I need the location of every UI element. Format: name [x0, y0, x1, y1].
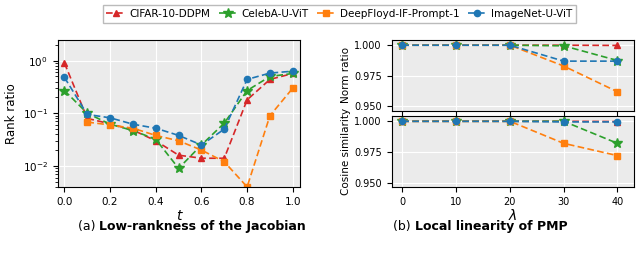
CelebA-U-ViT	[289, 72, 296, 75]
Line: CelebA-U-ViT: CelebA-U-ViT	[60, 69, 298, 173]
Text: (a): (a)	[77, 220, 99, 233]
ImageNet-U-ViT	[175, 134, 182, 137]
ImageNet-U-ViT	[83, 113, 91, 116]
DeepFloyd-IF-Prompt-1	[129, 127, 137, 130]
CIFAR-10-DDPM	[266, 78, 274, 81]
CIFAR-10-DDPM	[175, 154, 182, 157]
CelebA-U-ViT	[175, 167, 182, 170]
Line: ImageNet-U-ViT: ImageNet-U-ViT	[61, 68, 296, 148]
CIFAR-10-DDPM	[61, 61, 68, 65]
Line: DeepFloyd-IF-Prompt-1: DeepFloyd-IF-Prompt-1	[84, 85, 296, 190]
CIFAR-10-DDPM	[129, 129, 137, 132]
Text: (b): (b)	[393, 220, 415, 233]
DeepFloyd-IF-Prompt-1	[106, 123, 114, 126]
CIFAR-10-DDPM	[83, 117, 91, 120]
DeepFloyd-IF-Prompt-1	[243, 185, 251, 188]
CelebA-U-ViT	[61, 89, 68, 92]
CIFAR-10-DDPM	[198, 157, 205, 160]
CelebA-U-ViT	[198, 143, 205, 146]
CIFAR-10-DDPM	[152, 139, 159, 142]
ImageNet-U-ViT	[106, 116, 114, 119]
Y-axis label: Cosine similarity: Cosine similarity	[341, 108, 351, 195]
CelebA-U-ViT	[129, 129, 137, 132]
ImageNet-U-ViT	[61, 76, 68, 79]
Text: Local linearity of PMP: Local linearity of PMP	[415, 220, 567, 233]
DeepFloyd-IF-Prompt-1	[220, 160, 228, 163]
ImageNet-U-ViT	[266, 71, 274, 74]
Text: Low-rankness of the Jacobian: Low-rankness of the Jacobian	[99, 220, 306, 233]
DeepFloyd-IF-Prompt-1	[198, 148, 205, 152]
ImageNet-U-ViT	[289, 70, 296, 73]
CelebA-U-ViT	[83, 112, 91, 115]
Line: CIFAR-10-DDPM: CIFAR-10-DDPM	[61, 60, 296, 161]
CelebA-U-ViT	[220, 122, 228, 125]
DeepFloyd-IF-Prompt-1	[289, 87, 296, 90]
CIFAR-10-DDPM	[243, 98, 251, 101]
DeepFloyd-IF-Prompt-1	[175, 139, 182, 142]
CIFAR-10-DDPM	[106, 122, 114, 125]
ImageNet-U-ViT	[152, 127, 159, 130]
X-axis label: λ: λ	[508, 209, 516, 223]
CelebA-U-ViT	[152, 138, 159, 141]
X-axis label: t: t	[176, 209, 181, 223]
CIFAR-10-DDPM	[220, 157, 228, 160]
CelebA-U-ViT	[106, 123, 114, 126]
ImageNet-U-ViT	[243, 78, 251, 81]
ImageNet-U-ViT	[129, 123, 137, 126]
Y-axis label: Rank ratio: Rank ratio	[5, 83, 19, 144]
ImageNet-U-ViT	[220, 127, 228, 131]
CelebA-U-ViT	[243, 89, 251, 92]
CelebA-U-ViT	[266, 75, 274, 78]
CIFAR-10-DDPM	[289, 72, 296, 75]
ImageNet-U-ViT	[198, 143, 205, 146]
DeepFloyd-IF-Prompt-1	[83, 121, 91, 124]
DeepFloyd-IF-Prompt-1	[266, 114, 274, 117]
Y-axis label: Norm ratio: Norm ratio	[341, 47, 351, 103]
Legend: CIFAR-10-DDPM, CelebA-U-ViT, DeepFloyd-IF-Prompt-1, ImageNet-U-ViT: CIFAR-10-DDPM, CelebA-U-ViT, DeepFloyd-I…	[103, 5, 575, 23]
DeepFloyd-IF-Prompt-1	[152, 134, 159, 137]
